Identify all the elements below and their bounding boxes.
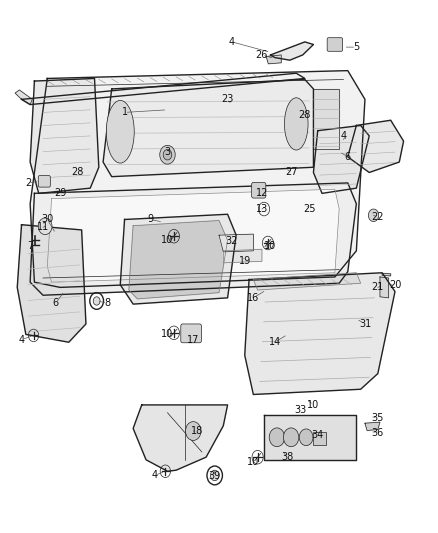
Circle shape: [163, 149, 172, 160]
Text: 1: 1: [121, 108, 127, 117]
Text: 9: 9: [147, 214, 153, 224]
Polygon shape: [380, 277, 389, 298]
Text: 10: 10: [247, 457, 259, 467]
Text: 30: 30: [41, 214, 53, 224]
Polygon shape: [271, 42, 314, 60]
Text: 4: 4: [152, 471, 158, 480]
Bar: [314, 432, 326, 445]
Text: 12: 12: [256, 188, 268, 198]
Circle shape: [38, 218, 52, 235]
Polygon shape: [15, 90, 32, 104]
Text: 19: 19: [239, 256, 251, 266]
Text: 8: 8: [104, 298, 110, 308]
Ellipse shape: [284, 98, 308, 150]
Polygon shape: [382, 273, 391, 276]
Text: 25: 25: [303, 204, 315, 214]
Text: 4: 4: [229, 37, 235, 47]
Text: 28: 28: [299, 110, 311, 120]
Circle shape: [299, 429, 313, 446]
Circle shape: [93, 297, 100, 305]
Text: 14: 14: [268, 337, 281, 347]
Text: 18: 18: [191, 426, 204, 436]
Text: 31: 31: [359, 319, 371, 329]
Polygon shape: [314, 89, 339, 149]
Text: 2: 2: [25, 178, 31, 188]
Polygon shape: [17, 225, 86, 342]
Text: 23: 23: [221, 94, 234, 104]
FancyBboxPatch shape: [251, 182, 266, 198]
Polygon shape: [129, 221, 228, 299]
Text: 29: 29: [54, 188, 67, 198]
Polygon shape: [245, 273, 395, 394]
Polygon shape: [133, 405, 228, 471]
Text: 22: 22: [371, 212, 384, 222]
FancyBboxPatch shape: [38, 175, 50, 187]
Text: 28: 28: [71, 167, 84, 177]
Polygon shape: [253, 273, 360, 290]
Text: 4: 4: [340, 131, 346, 141]
Circle shape: [186, 422, 201, 440]
Text: 36: 36: [372, 427, 384, 438]
Circle shape: [160, 146, 175, 164]
Polygon shape: [314, 125, 369, 193]
Polygon shape: [47, 189, 339, 282]
Text: 11: 11: [37, 222, 49, 232]
Text: 10: 10: [265, 240, 277, 251]
Text: 7: 7: [27, 240, 33, 251]
FancyBboxPatch shape: [181, 324, 201, 343]
Text: 10: 10: [307, 400, 320, 410]
Text: 26: 26: [256, 50, 268, 60]
Text: 33: 33: [294, 405, 307, 415]
Text: 17: 17: [187, 335, 199, 345]
Polygon shape: [348, 120, 403, 173]
Polygon shape: [365, 422, 380, 431]
Polygon shape: [21, 73, 305, 104]
Text: 35: 35: [371, 413, 384, 423]
Text: 20: 20: [389, 280, 401, 290]
Polygon shape: [219, 234, 253, 252]
Text: 16: 16: [247, 293, 259, 303]
Text: 4: 4: [18, 335, 25, 345]
Polygon shape: [30, 71, 365, 287]
Text: 10: 10: [161, 329, 173, 340]
Circle shape: [269, 428, 285, 447]
Polygon shape: [30, 183, 357, 295]
Polygon shape: [30, 78, 99, 193]
FancyBboxPatch shape: [327, 38, 343, 51]
Polygon shape: [264, 415, 357, 460]
Text: 21: 21: [371, 282, 384, 293]
Text: 13: 13: [256, 204, 268, 214]
Text: 5: 5: [353, 42, 360, 52]
Text: 10: 10: [161, 236, 173, 245]
Circle shape: [210, 470, 219, 481]
Circle shape: [283, 428, 299, 447]
Text: 34: 34: [311, 430, 324, 440]
Polygon shape: [223, 249, 262, 263]
Ellipse shape: [106, 100, 134, 163]
Circle shape: [368, 209, 379, 222]
Text: 6: 6: [345, 152, 351, 162]
Polygon shape: [120, 214, 236, 304]
Text: 39: 39: [208, 472, 221, 481]
Text: 38: 38: [282, 452, 294, 462]
Text: 3: 3: [164, 147, 170, 157]
Text: 27: 27: [286, 167, 298, 177]
Polygon shape: [266, 55, 281, 64]
Text: 32: 32: [226, 237, 238, 246]
Polygon shape: [103, 79, 314, 176]
Text: 6: 6: [53, 298, 59, 308]
